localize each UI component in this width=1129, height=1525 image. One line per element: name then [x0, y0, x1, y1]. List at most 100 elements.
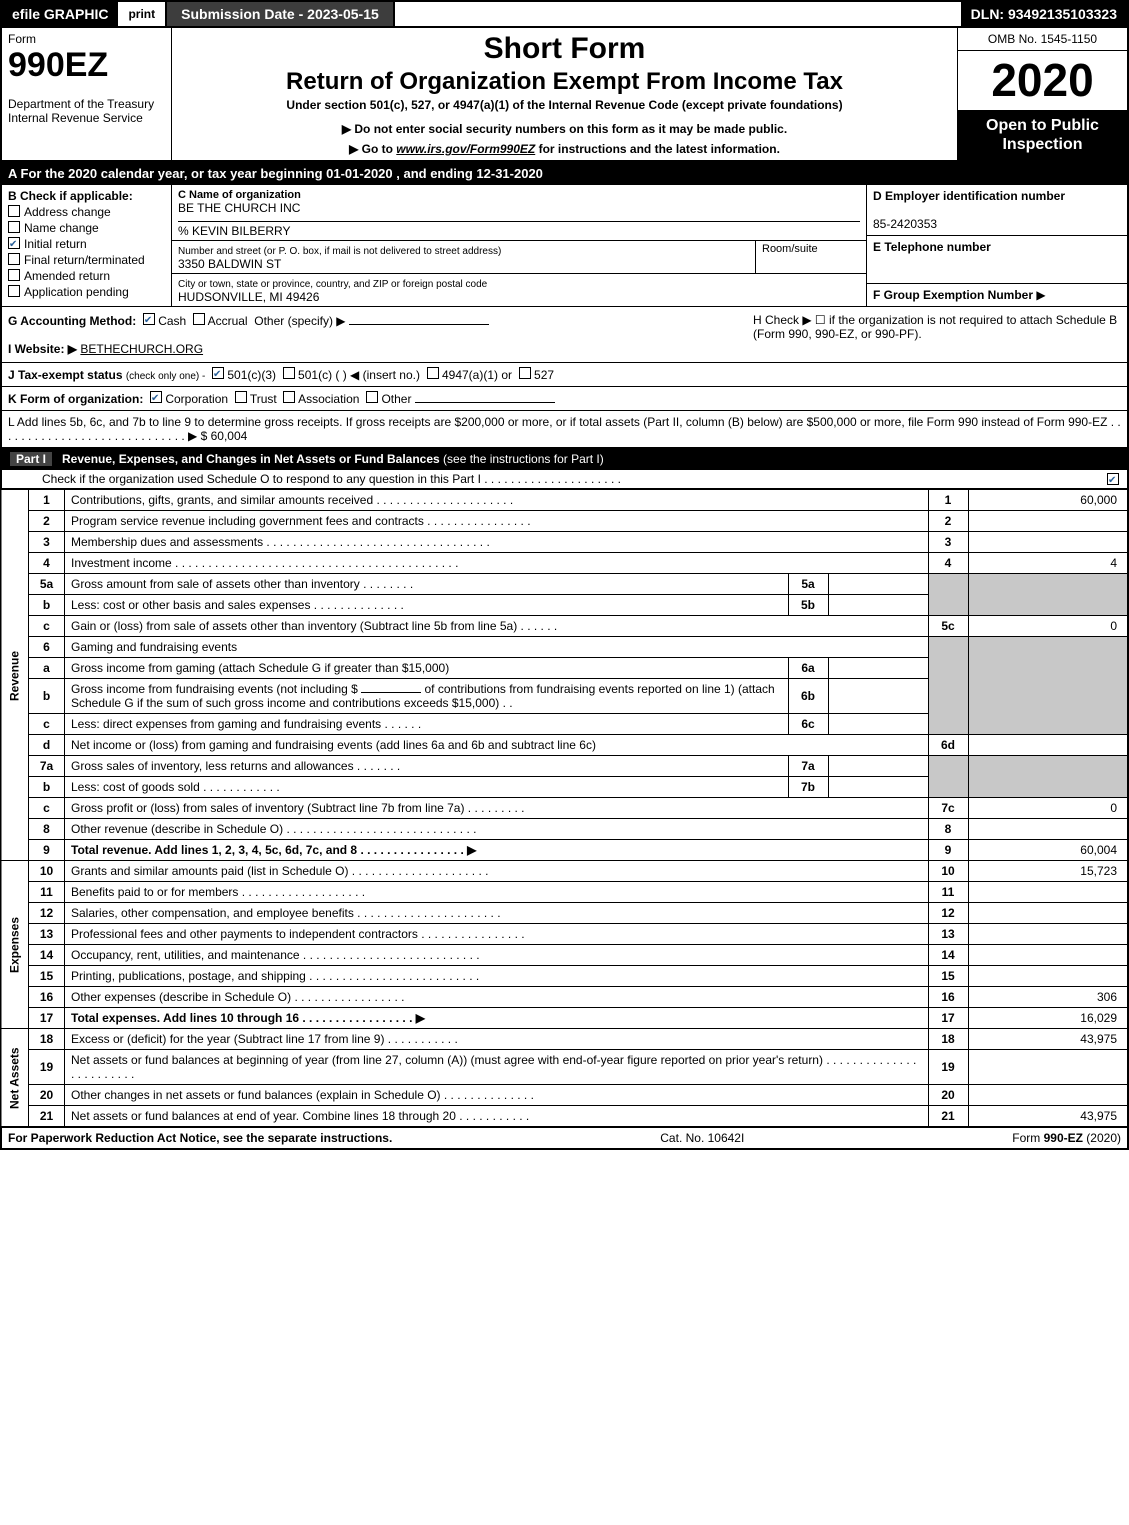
section-d-ein-label: D Employer identification number — [873, 189, 1065, 203]
line-14-desc: Occupancy, rent, utilities, and maintena… — [65, 945, 929, 966]
application-pending-checkbox[interactable] — [8, 285, 20, 297]
paperwork-reduction-notice: For Paperwork Reduction Act Notice, see … — [8, 1131, 392, 1145]
line-num: 8 — [29, 819, 65, 840]
goto-post: for instructions and the latest informat… — [535, 142, 780, 156]
line-3-value — [968, 532, 1128, 553]
final-return-label: Final return/terminated — [24, 253, 145, 267]
final-return-checkbox[interactable] — [8, 253, 20, 265]
address-change-label: Address change — [24, 205, 111, 219]
line-5b-subnum: 5b — [788, 595, 828, 616]
shaded-cell — [928, 679, 968, 714]
website-value[interactable]: BETHECHURCH.ORG — [80, 342, 203, 356]
schedule-o-checkbox[interactable] — [1107, 473, 1119, 485]
line-6b-blank-input[interactable] — [361, 692, 421, 693]
shaded-cell — [928, 714, 968, 735]
line-7a-subval — [828, 756, 928, 777]
part-i-badge: Part I — [10, 452, 52, 466]
line-1-num: 1 — [928, 490, 968, 511]
care-of: % KEVIN BILBERRY — [178, 224, 291, 238]
amended-return-checkbox[interactable] — [8, 269, 20, 281]
address-change-checkbox[interactable] — [8, 205, 20, 217]
501c-checkbox[interactable] — [283, 367, 295, 379]
irs-form990ez-link[interactable]: www.irs.gov/Form990EZ — [396, 142, 535, 156]
line-num: 15 — [29, 966, 65, 987]
form-header: Form 990EZ Department of the Treasury In… — [0, 28, 1129, 162]
line-8-num: 8 — [928, 819, 968, 840]
shaded-cell — [968, 777, 1128, 798]
other-org-checkbox[interactable] — [366, 391, 378, 403]
line-2-num: 2 — [928, 511, 968, 532]
section-c-label: C Name of organization — [178, 189, 301, 201]
section-l-gross-receipts: L Add lines 5b, 6c, and 7b to line 9 to … — [0, 411, 1129, 448]
line-3-desc: Membership dues and assessments . . . . … — [65, 532, 929, 553]
efile-graphic-button[interactable]: efile GRAPHIC — [2, 2, 118, 26]
4947-checkbox[interactable] — [427, 367, 439, 379]
line-21-num: 21 — [928, 1106, 968, 1127]
line-16-num: 16 — [928, 987, 968, 1008]
501c3-checkbox[interactable] — [212, 367, 224, 379]
line-21-value: 43,975 — [968, 1106, 1128, 1127]
section-a-tax-year: A For the 2020 calendar year, or tax yea… — [0, 162, 1129, 185]
line-7b-desc: Less: cost of goods sold . . . . . . . .… — [65, 777, 789, 798]
check-only-one: (check only one) - — [126, 371, 205, 382]
line-6a-subnum: 6a — [788, 658, 828, 679]
line-20-desc: Other changes in net assets or fund bala… — [65, 1085, 929, 1106]
under-section-text: Under section 501(c), 527, or 4947(a)(1)… — [178, 98, 951, 112]
line-num: 19 — [29, 1050, 65, 1085]
shaded-cell — [928, 595, 968, 616]
top-bar: efile GRAPHIC print Submission Date - 20… — [0, 0, 1129, 28]
print-button[interactable]: print — [118, 3, 165, 25]
527-checkbox[interactable] — [519, 367, 531, 379]
name-change-checkbox[interactable] — [8, 221, 20, 233]
line-5a-desc: Gross amount from sale of assets other t… — [65, 574, 789, 595]
line-num: 7a — [29, 756, 65, 777]
check-schedule-o-text: Check if the organization used Schedule … — [42, 472, 621, 486]
line-num: c — [29, 616, 65, 637]
org-address-grid: B Check if applicable: Address change Na… — [0, 185, 1129, 307]
line-num: b — [29, 679, 65, 714]
initial-return-checkbox[interactable] — [8, 237, 20, 249]
line-1-desc: Contributions, gifts, grants, and simila… — [65, 490, 929, 511]
trust-checkbox[interactable] — [235, 391, 247, 403]
name-change-label: Name change — [24, 221, 99, 235]
accounting-accrual-checkbox[interactable] — [193, 313, 205, 325]
corporation-label: Corporation — [165, 392, 228, 406]
name-address-col: C Name of organization BE THE CHURCH INC… — [172, 185, 867, 306]
line-num: a — [29, 658, 65, 679]
section-k-form-org: K Form of organization: Corporation Trus… — [0, 387, 1129, 411]
accounting-other-input[interactable] — [349, 324, 489, 325]
other-org-label: Other — [381, 392, 411, 406]
line-20-num: 20 — [928, 1085, 968, 1106]
revenue-side-label: Revenue — [1, 490, 29, 861]
net-assets-side-label: Net Assets — [1, 1029, 29, 1127]
line-4-num: 4 — [928, 553, 968, 574]
association-checkbox[interactable] — [283, 391, 295, 403]
line-18-value: 43,975 — [968, 1029, 1128, 1050]
line-20-value — [968, 1085, 1128, 1106]
dln-number: DLN: 93492135103323 — [961, 2, 1127, 26]
city-value: HUDSONVILLE, MI 49426 — [178, 290, 319, 304]
line-9-value: 60,004 — [968, 840, 1128, 861]
line-6c-subnum: 6c — [788, 714, 828, 735]
line-6b-subval — [828, 679, 928, 714]
accounting-cash-checkbox[interactable] — [143, 313, 155, 325]
line-4-value: 4 — [968, 553, 1128, 574]
527-label: 527 — [534, 368, 554, 382]
line-10-value: 15,723 — [968, 861, 1128, 882]
top-bar-left: efile GRAPHIC print Submission Date - 20… — [2, 2, 395, 26]
dept-line1: Department of the Treasury — [8, 97, 154, 111]
corporation-checkbox[interactable] — [150, 391, 162, 403]
line-num: b — [29, 777, 65, 798]
other-org-input[interactable] — [415, 402, 555, 403]
line-num: 18 — [29, 1029, 65, 1050]
line-6b-desc: Gross income from fundraising events (no… — [65, 679, 789, 714]
shaded-cell — [968, 574, 1128, 595]
section-j-tax-exempt: J Tax-exempt status (check only one) - 5… — [0, 363, 1129, 387]
line-num: 13 — [29, 924, 65, 945]
line-14-num: 14 — [928, 945, 968, 966]
line-6d-num: 6d — [928, 735, 968, 756]
short-form-title: Short Form — [178, 32, 951, 66]
line-6-desc: Gaming and fundraising events — [65, 637, 929, 658]
shaded-cell — [968, 679, 1128, 714]
line-7a-desc: Gross sales of inventory, less returns a… — [65, 756, 789, 777]
